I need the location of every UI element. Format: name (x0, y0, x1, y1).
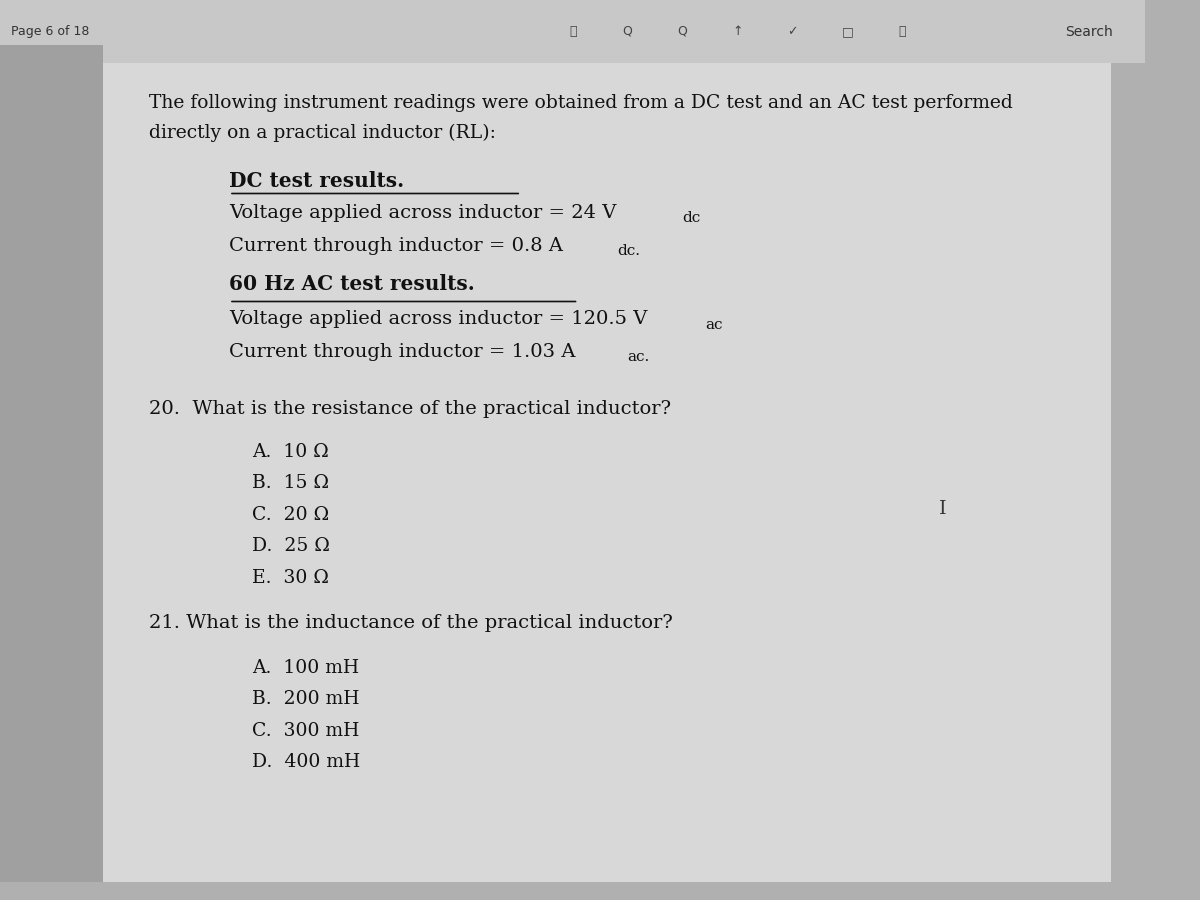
Text: Voltage applied across inductor = 24 V: Voltage applied across inductor = 24 V (229, 204, 617, 222)
Text: Q: Q (623, 25, 632, 38)
Text: C.  300 mH: C. 300 mH (252, 722, 359, 740)
Text: Page 6 of 18: Page 6 of 18 (12, 25, 90, 38)
Text: D.  400 mH: D. 400 mH (252, 753, 360, 771)
Text: Ⓐ: Ⓐ (899, 25, 906, 38)
Text: Search: Search (1066, 24, 1112, 39)
Text: dc: dc (683, 212, 701, 226)
Text: directly on a practical inductor (RL):: directly on a practical inductor (RL): (149, 124, 496, 142)
Text: ✓: ✓ (787, 25, 798, 38)
Text: 20.  What is the resistance of the practical inductor?: 20. What is the resistance of the practi… (149, 400, 671, 418)
Text: □: □ (841, 25, 853, 38)
Text: ac: ac (706, 318, 724, 332)
Text: 21. What is the inductance of the practical inductor?: 21. What is the inductance of the practi… (149, 614, 673, 632)
Text: ⓘ: ⓘ (569, 25, 576, 38)
Text: D.  25 Ω: D. 25 Ω (252, 537, 330, 555)
Text: ↑: ↑ (732, 25, 743, 38)
Text: Current through inductor = 0.8 A: Current through inductor = 0.8 A (229, 237, 563, 255)
Text: Current through inductor = 1.03 A: Current through inductor = 1.03 A (229, 343, 576, 361)
Text: E.  30 Ω: E. 30 Ω (252, 569, 329, 587)
Text: B.  15 Ω: B. 15 Ω (252, 474, 329, 492)
Text: 60 Hz AC test results.: 60 Hz AC test results. (229, 274, 475, 294)
Text: I: I (940, 500, 947, 518)
Text: C.  20 Ω: C. 20 Ω (252, 506, 329, 524)
Text: The following instrument readings were obtained from a DC test and an AC test pe: The following instrument readings were o… (149, 94, 1013, 112)
FancyBboxPatch shape (0, 0, 1145, 63)
FancyBboxPatch shape (103, 45, 1111, 882)
Text: Voltage applied across inductor = 120.5 V: Voltage applied across inductor = 120.5 … (229, 310, 648, 328)
Text: A.  10 Ω: A. 10 Ω (252, 443, 329, 461)
FancyBboxPatch shape (0, 45, 103, 882)
Text: B.  200 mH: B. 200 mH (252, 690, 360, 708)
Text: ac.: ac. (628, 350, 650, 365)
Text: Q: Q (678, 25, 688, 38)
Text: dc.: dc. (617, 244, 641, 258)
Text: DC test results.: DC test results. (229, 171, 404, 191)
Text: A.  100 mH: A. 100 mH (252, 659, 359, 677)
